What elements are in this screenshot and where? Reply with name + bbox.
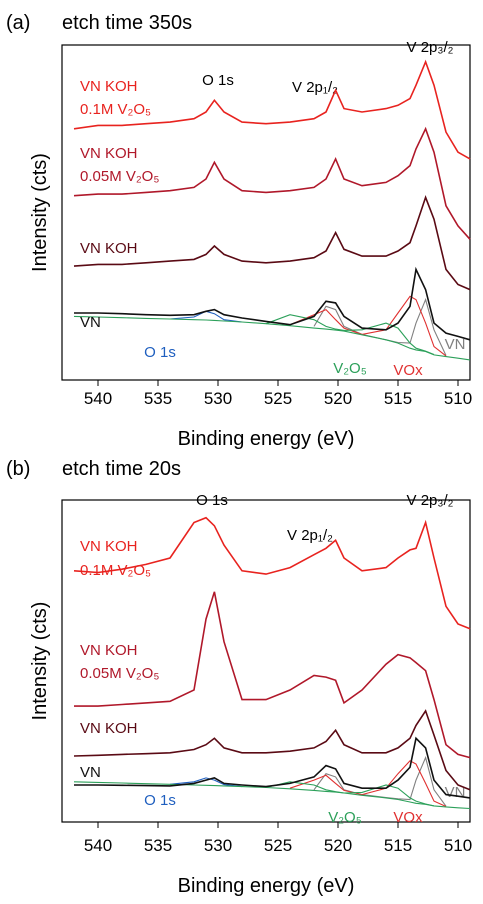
x-tick-label: 515 <box>384 389 412 408</box>
peak-label: V 2p₁/₂ <box>287 527 333 544</box>
fit-line <box>289 295 447 357</box>
fit-line <box>289 760 447 808</box>
x-tick-label: 540 <box>84 389 112 408</box>
fit-line <box>73 315 471 361</box>
x-tick-label: 540 <box>84 836 112 855</box>
plot-frame <box>61 499 471 823</box>
x-tick-label: 525 <box>264 836 292 855</box>
fit-label: V₂O₅ <box>328 809 362 826</box>
fit-line <box>73 781 471 810</box>
x-tick-label: 535 <box>144 389 172 408</box>
x-axis-label: Binding energy (eV) <box>178 875 355 897</box>
fit-label: VOx <box>393 809 423 826</box>
fit-label: O 1s <box>144 344 176 361</box>
peak-label: O 1s <box>202 72 234 89</box>
series-label: VN KOH <box>80 720 138 737</box>
fit-label: VOx <box>393 362 423 379</box>
series-label: VN KOH <box>80 240 138 257</box>
spectrum-line <box>73 126 471 240</box>
plot-frame <box>61 44 471 381</box>
series-label: VN KOH <box>80 78 138 95</box>
spectrum-line <box>74 591 471 759</box>
peak-label: V 2p₃/₂ <box>407 39 454 56</box>
x-tick-label: 510 <box>444 836 472 855</box>
fit-line <box>169 310 243 323</box>
series-label: 0.05M V₂O₅ <box>80 665 159 682</box>
x-tick-label: 510 <box>444 389 472 408</box>
x-tick-label: 520 <box>324 389 352 408</box>
x-axis-label: Binding energy (eV) <box>178 428 355 450</box>
peak-label: V 2p₁/₂ <box>292 79 338 96</box>
x-tick-label: 530 <box>204 389 232 408</box>
spectrum-line <box>73 59 471 160</box>
peak-label: V 2p₃/₂ <box>407 492 454 509</box>
y-axis-label: Intensity (cts) <box>29 153 51 272</box>
spectrum-line <box>73 516 471 630</box>
series-label: VN KOH <box>80 145 138 162</box>
y-axis-label: Intensity (cts) <box>29 602 51 721</box>
fit-line <box>265 781 435 807</box>
series-label: VN KOH <box>80 642 138 659</box>
series-label: 0.1M V₂O₅ <box>80 562 151 579</box>
series-label: VN <box>80 764 101 781</box>
spectrum-line <box>73 195 471 291</box>
x-tick-label: 515 <box>384 836 412 855</box>
series-label: 0.05M V₂O₅ <box>80 168 159 185</box>
x-tick-label: 525 <box>264 389 292 408</box>
spectrum-line <box>73 709 471 791</box>
spectrum-line <box>74 266 471 341</box>
x-tick-label: 535 <box>144 836 172 855</box>
x-tick-label: 530 <box>204 836 232 855</box>
spectrum-line <box>74 736 471 799</box>
panel-title: etch time 350s <box>62 12 192 34</box>
series-label: VN <box>80 314 101 331</box>
fit-label: V₂O₅ <box>333 360 367 377</box>
series-label: VN KOH <box>80 538 138 555</box>
fit-line <box>313 297 447 356</box>
peak-label: O 1s <box>196 492 228 509</box>
fit-label: O 1s <box>144 792 176 809</box>
series-label: 0.1M V₂O₅ <box>80 101 151 118</box>
panel-title: etch time 20s <box>62 458 181 480</box>
x-tick-label: 520 <box>324 836 352 855</box>
panel-label: (a) <box>6 12 30 34</box>
panel-label: (b) <box>6 458 30 480</box>
fit-line <box>265 314 435 356</box>
fit-label: VN <box>445 336 466 353</box>
